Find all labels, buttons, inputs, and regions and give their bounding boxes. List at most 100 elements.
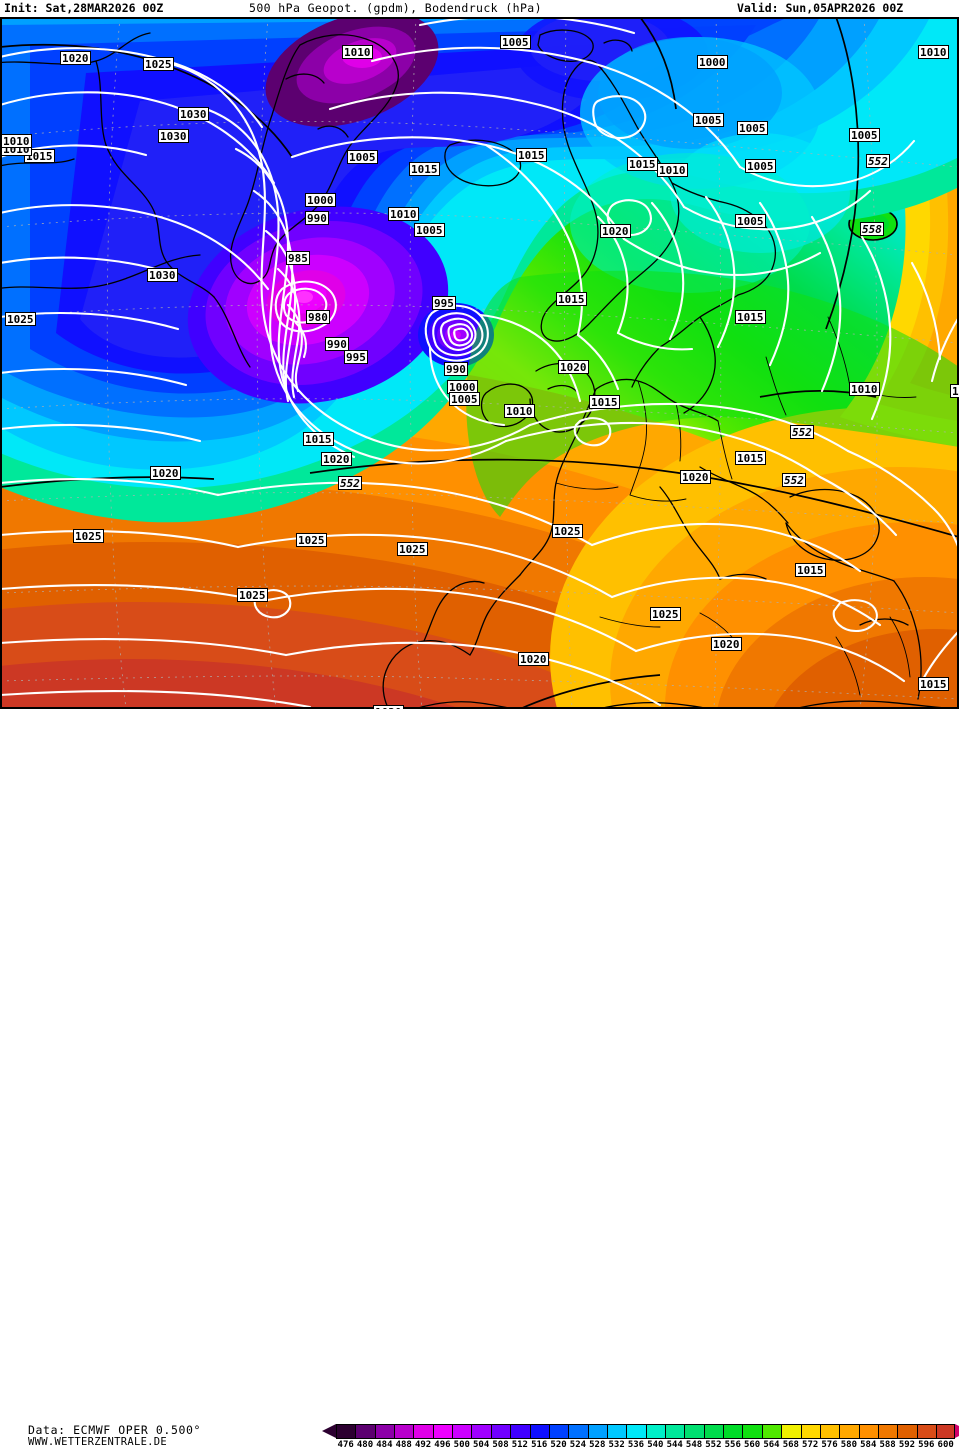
chart-footer: Data: ECMWF OPER 0.500° WWW.WETTERZENTRA… bbox=[0, 709, 959, 1450]
isobar-label: 1015 bbox=[735, 451, 766, 465]
isobar-label: 1030 bbox=[178, 107, 209, 121]
colorbar-swatch[interactable] bbox=[645, 1424, 666, 1439]
isobar-label: 1010 bbox=[1, 134, 32, 148]
isobar-label: 1020 bbox=[558, 360, 589, 374]
geopotential-label: 558 bbox=[860, 222, 884, 236]
website-label: WWW.WETTERZENTRALE.DE bbox=[28, 1436, 168, 1448]
colorbar-swatch[interactable] bbox=[548, 1424, 569, 1439]
isobar-label: 1030 bbox=[147, 268, 178, 282]
isobar-label: 1015 bbox=[795, 563, 826, 577]
colorbar-swatch[interactable] bbox=[839, 1424, 859, 1439]
colorbar-swatch[interactable] bbox=[858, 1424, 878, 1439]
colorbar-swatch[interactable] bbox=[684, 1424, 704, 1439]
isobar-label: 1025 bbox=[650, 607, 681, 621]
colorbar-tick-label: 600 bbox=[937, 1440, 954, 1450]
init-time-label: Init: Sat,28MAR2026 00Z bbox=[4, 1, 164, 15]
colorbar-swatch[interactable] bbox=[626, 1424, 646, 1439]
isobar-label: 1010 bbox=[849, 382, 880, 396]
isobar-label: 1005 bbox=[745, 159, 776, 173]
isobar-label: 1020 bbox=[60, 51, 91, 65]
isobar-label: 990 bbox=[444, 362, 468, 376]
geopotential-label: 552 bbox=[866, 154, 890, 168]
valid-time-label: Valid: Sun,05APR2026 00Z bbox=[737, 1, 904, 15]
colorbar-swatch[interactable] bbox=[665, 1424, 685, 1439]
isobar-label: 1015 bbox=[589, 395, 620, 409]
isobar-label: 1025 bbox=[552, 524, 583, 538]
europe-green bbox=[466, 270, 959, 517]
isobar-label: 1015 bbox=[556, 292, 587, 306]
colorbar-swatch[interactable] bbox=[510, 1424, 530, 1439]
isobar-label: 1010 bbox=[342, 45, 373, 59]
isobar-label: 1020 bbox=[680, 470, 711, 484]
colorbar-swatch[interactable] bbox=[452, 1424, 472, 1439]
colorbar-swatch[interactable] bbox=[936, 1424, 956, 1439]
isobars bbox=[0, 17, 959, 709]
isobar-label: 1025 bbox=[296, 533, 327, 547]
colorbar-swatch[interactable] bbox=[606, 1424, 627, 1439]
colorbar-swatch[interactable] bbox=[781, 1424, 801, 1439]
isobar-label: 1005 bbox=[414, 223, 445, 237]
map-canvas bbox=[0, 17, 959, 709]
isobar-label: 1015 bbox=[627, 157, 658, 171]
isobar-label: 1025 bbox=[5, 312, 36, 326]
colorbar-swatch[interactable] bbox=[723, 1424, 743, 1439]
isobar-label: 990 bbox=[325, 337, 349, 351]
data-source-label: Data: ECMWF OPER 0.500° bbox=[28, 1423, 202, 1437]
colorbar-swatch[interactable] bbox=[394, 1424, 414, 1439]
isobar-label: 1015 bbox=[409, 162, 440, 176]
colorbar-swatch[interactable] bbox=[529, 1424, 549, 1439]
isobar-label: 1020 bbox=[600, 224, 631, 238]
colorbar-swatch[interactable] bbox=[877, 1424, 898, 1439]
isobar-label: 985 bbox=[286, 251, 310, 265]
colorbar-swatch[interactable] bbox=[819, 1424, 840, 1439]
coastlines bbox=[0, 29, 959, 709]
colorbar-swatch[interactable] bbox=[742, 1424, 762, 1439]
isobar-label: 1025 bbox=[73, 529, 104, 543]
colorbar-swatch[interactable] bbox=[432, 1424, 453, 1439]
weather-map[interactable] bbox=[0, 17, 959, 709]
isobar-label: 1005 bbox=[737, 121, 768, 135]
colorbar-high-arrow bbox=[955, 1424, 959, 1438]
isobar-label: 980 bbox=[306, 310, 330, 324]
colorbar-swatch[interactable] bbox=[490, 1424, 511, 1439]
isobar-label: 1005 bbox=[735, 214, 766, 228]
isobar-label: 1010 bbox=[504, 404, 535, 418]
colorbar-swatch[interactable] bbox=[897, 1424, 917, 1439]
colorbar-swatch[interactable] bbox=[336, 1424, 356, 1439]
geopotential-label: 552 bbox=[338, 476, 362, 490]
colorbar-swatch[interactable] bbox=[703, 1424, 724, 1439]
colorbar-swatch[interactable] bbox=[761, 1424, 782, 1439]
isobar-label: 1010 bbox=[657, 163, 688, 177]
colorbar-swatch[interactable] bbox=[413, 1424, 433, 1439]
colorbar-swatch[interactable] bbox=[471, 1424, 491, 1439]
colorbar-swatch[interactable] bbox=[355, 1424, 375, 1439]
isobar-label: 1005 bbox=[849, 128, 880, 142]
isobar-label: 1015 bbox=[516, 148, 547, 162]
geopotential-label: 552 bbox=[790, 425, 814, 439]
colorbar-swatch[interactable] bbox=[800, 1424, 820, 1439]
isobar-label: 1000 bbox=[697, 55, 728, 69]
isobar-label: 1020 bbox=[150, 466, 181, 480]
isobar-label: 1010 bbox=[918, 45, 949, 59]
isobar-label: 990 bbox=[305, 211, 329, 225]
colorbar-swatch[interactable] bbox=[374, 1424, 395, 1439]
isobar-label: 1015 bbox=[735, 310, 766, 324]
isobar-label: 1015 bbox=[918, 677, 949, 691]
isobar-label: 1005 bbox=[500, 35, 531, 49]
isobar-label: 1010 bbox=[388, 207, 419, 221]
isobar-label: 1020 bbox=[518, 652, 549, 666]
colorbar-swatch[interactable] bbox=[587, 1424, 607, 1439]
colorbar-swatch[interactable] bbox=[568, 1424, 588, 1439]
isobar-label: 1005 bbox=[347, 150, 378, 164]
isobar-label: 1030 bbox=[158, 129, 189, 143]
colorbar-swatch[interactable] bbox=[916, 1424, 936, 1439]
isobar-label: 1015 bbox=[24, 149, 55, 163]
chart-header: Init: Sat,28MAR2026 00Z 500 hPa Geopot. … bbox=[0, 0, 959, 17]
isobar-label: 1010 bbox=[950, 384, 959, 398]
geopotential-label: 552 bbox=[782, 473, 806, 487]
colorbar[interactable]: 476 480 484 488 492 496 500 504 508 512 516 520 524 5… bbox=[322, 1424, 959, 1450]
isobar-label: 995 bbox=[432, 296, 456, 310]
isobar-label: 995 bbox=[344, 350, 368, 364]
page-title: 500 hPa Geopot. (gpdm), Bodendruck (hPa) bbox=[249, 1, 542, 15]
